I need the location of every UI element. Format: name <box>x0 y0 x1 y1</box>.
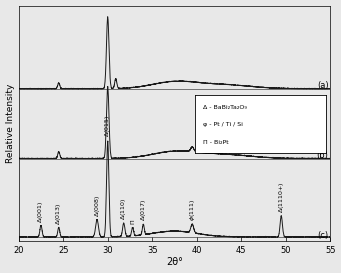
Text: $\Delta$(015): $\Delta$(015) <box>103 115 112 137</box>
Text: (b): (b) <box>316 151 328 160</box>
Text: $\Delta$(008): $\Delta$(008) <box>92 194 102 217</box>
Text: $\Delta$(013): $\Delta$(013) <box>54 202 63 225</box>
Y-axis label: Relative Intensity: Relative Intensity <box>5 84 15 163</box>
Text: $\Delta$(001): $\Delta$(001) <box>36 200 45 222</box>
Text: (a): (a) <box>317 81 328 90</box>
Text: $\Delta$(1110+): $\Delta$(1110+) <box>277 182 286 213</box>
Text: (c): (c) <box>317 231 328 240</box>
Text: $\phi$(111): $\phi$(111) <box>188 199 197 221</box>
X-axis label: 2θ°: 2θ° <box>166 257 183 268</box>
Text: $\Pi$: $\Pi$ <box>129 219 137 225</box>
Text: $\Delta$(110): $\Delta$(110) <box>119 198 128 220</box>
Text: $\Delta$(017): $\Delta$(017) <box>139 199 148 221</box>
